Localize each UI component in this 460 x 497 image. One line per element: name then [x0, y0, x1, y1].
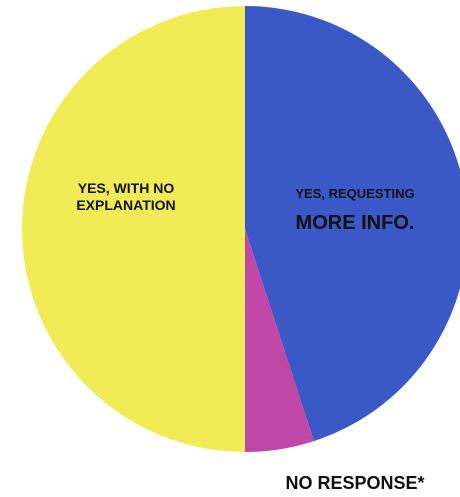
pie-slice-2	[245, 229, 314, 452]
pie-slice-label-3-line-1: YES, WITH NO	[78, 180, 175, 196]
pie-slice-label-1: YES, REQUESTING MORE INFO.	[295, 186, 414, 234]
pie-slice-1	[245, 6, 460, 442]
pie-slice-label-3: YES, WITH NO EXPLANATION	[76, 180, 175, 213]
pie-labels: YES, REQUESTING MORE INFO. NO RESPONSE* YES…	[76, 180, 424, 493]
pie-slice-label-2-line-1: NO RESPONSE*	[285, 473, 424, 493]
pie-slice-label-3-line-2: EXPLANATION	[76, 197, 175, 213]
pie-slice-label-2: NO RESPONSE*	[285, 473, 424, 493]
pie-slices	[22, 6, 460, 452]
pie-slice-label-1-line-2: MORE INFO.	[296, 212, 415, 234]
pie-slice-label-1-line-1: YES, REQUESTING	[295, 186, 414, 201]
pie-slice-3	[22, 6, 245, 452]
